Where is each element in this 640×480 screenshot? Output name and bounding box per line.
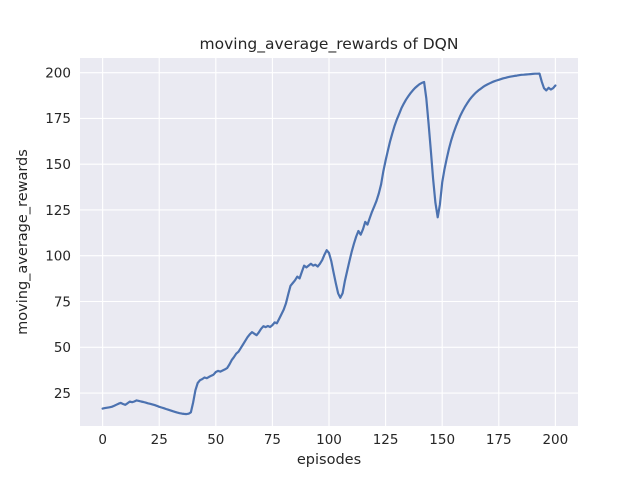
series-line bbox=[101, 72, 557, 416]
grid-lines bbox=[80, 58, 578, 426]
x-tick-label: 200 bbox=[542, 432, 568, 448]
y-tick-label: 150 bbox=[45, 157, 71, 173]
x-tick-label: 125 bbox=[373, 432, 399, 448]
y-axis-label: moving_average_rewards bbox=[15, 149, 31, 335]
x-tick-label: 0 bbox=[98, 432, 107, 448]
y-tick-label: 75 bbox=[54, 294, 71, 310]
x-tick-label: 150 bbox=[429, 432, 455, 448]
tick-labels: 0 25 50 75 100 125 150 175 200 25 50 75 100 125 150 175… bbox=[45, 65, 568, 448]
x-axis-label: episodes bbox=[297, 452, 361, 468]
x-tick-label: 75 bbox=[264, 432, 281, 448]
x-tick-label: 50 bbox=[207, 432, 224, 448]
y-tick-label: 100 bbox=[45, 249, 71, 265]
x-tick-label: 175 bbox=[486, 432, 512, 448]
y-tick-label: 200 bbox=[45, 65, 71, 81]
x-tick-label: 100 bbox=[316, 432, 342, 448]
data-series bbox=[101, 72, 557, 416]
chart-title: moving_average_rewards of DQN bbox=[200, 35, 459, 54]
y-tick-label: 50 bbox=[54, 340, 71, 356]
y-tick-label: 125 bbox=[45, 203, 71, 219]
y-tick-label: 175 bbox=[45, 111, 71, 127]
x-tick-label: 25 bbox=[151, 432, 168, 448]
y-tick-label: 25 bbox=[54, 386, 71, 402]
